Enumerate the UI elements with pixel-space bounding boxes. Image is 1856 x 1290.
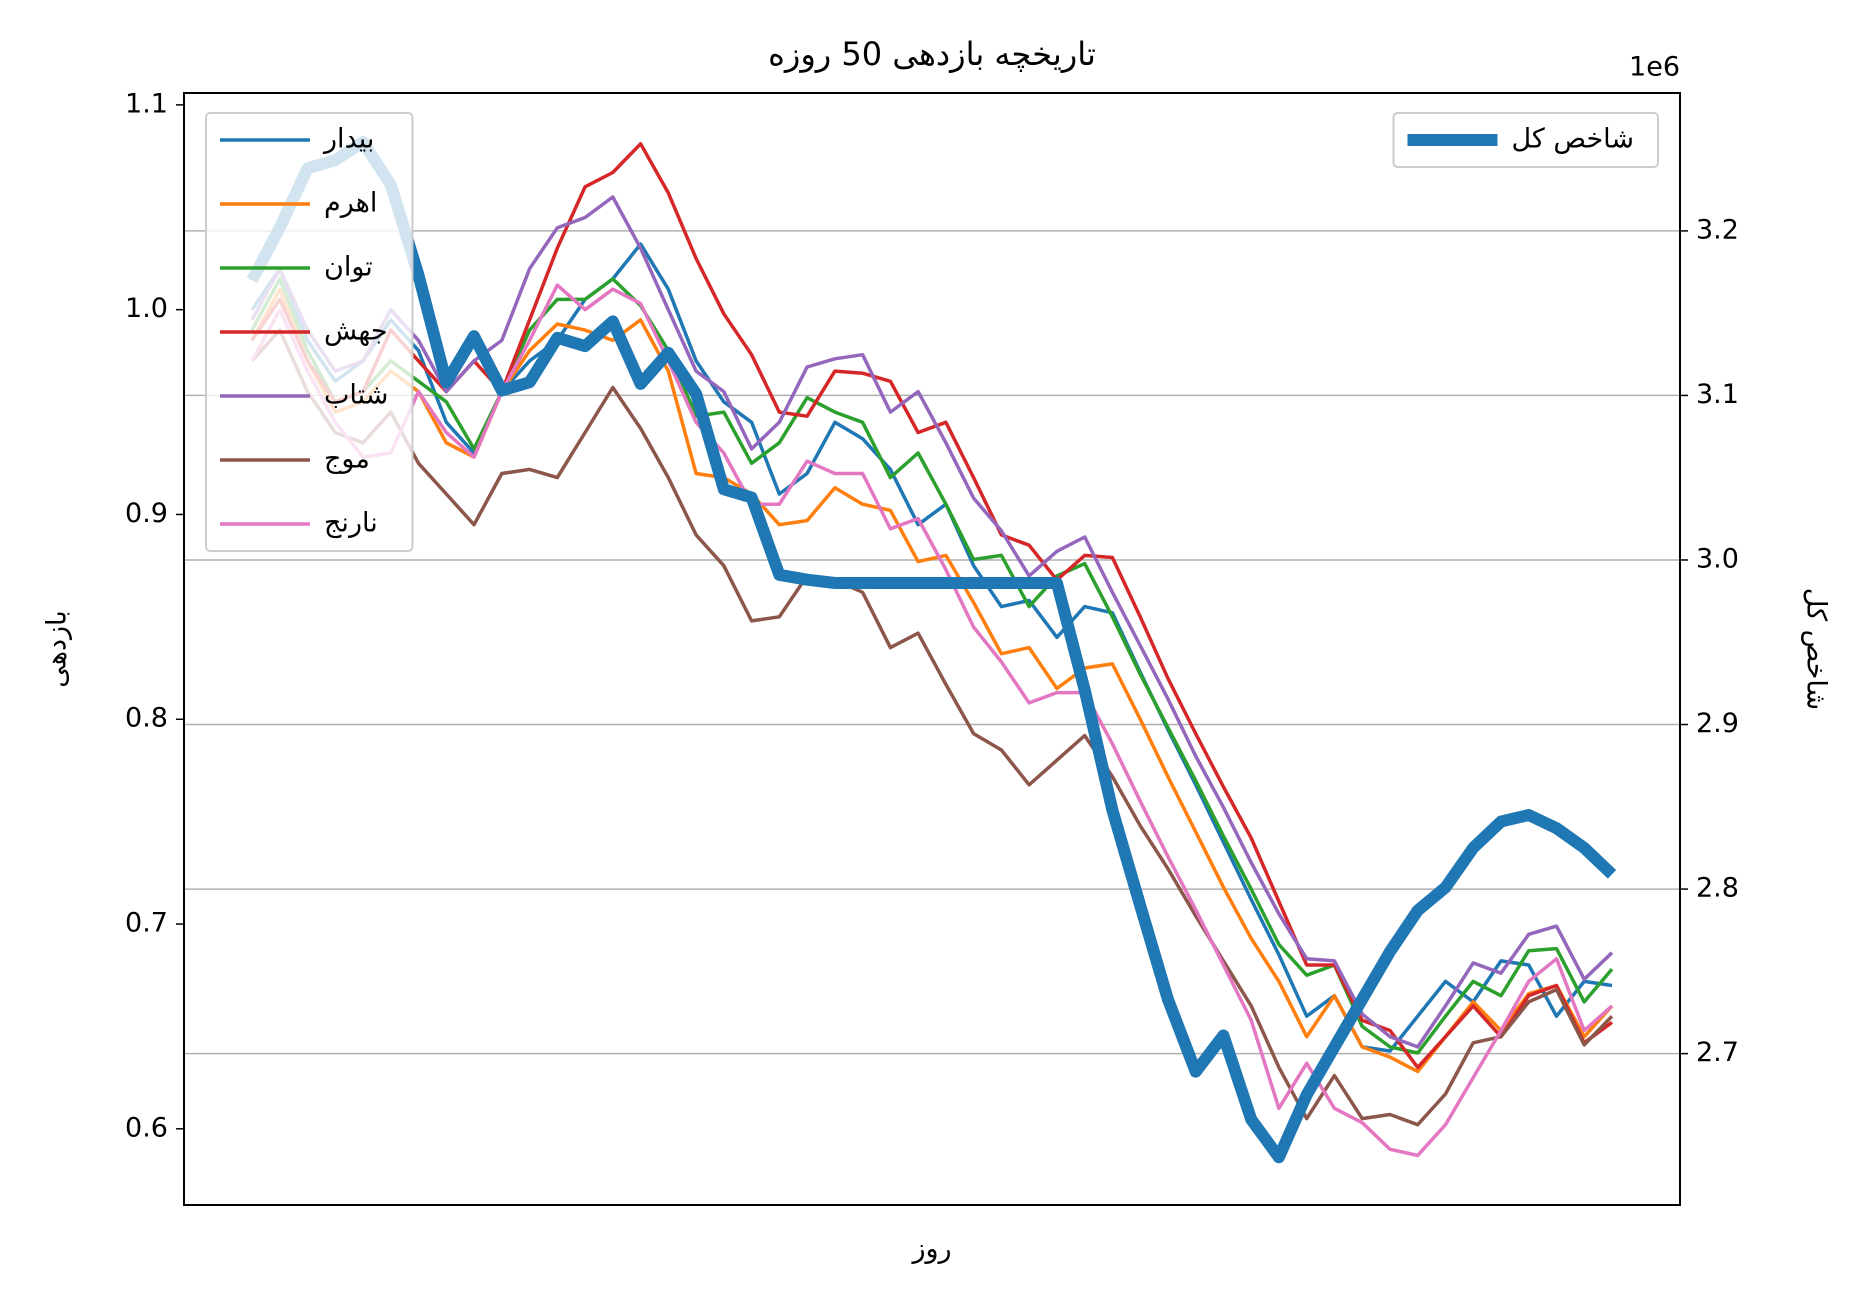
legend-label: موج [324,444,370,475]
legend-label: شتاب [324,380,388,411]
y-tick-label: 1.0 [125,293,168,324]
legend: شاخص کل [1392,112,1659,168]
x-axis-label: روز [910,1234,951,1265]
plot-frame [183,92,1681,1206]
y2-tick-label: 2.7 [1696,1037,1739,1068]
y2-tick-label: 2.9 [1696,708,1739,739]
y2-tick-label: 2.8 [1696,873,1739,904]
legend: بیدار اهرم توان جهش شتاب موج نارنج [205,112,414,552]
y-tick-label: 1.1 [125,88,168,119]
y2-offset-label: 1e6 [1629,52,1680,83]
y2-tick-label: 3.0 [1696,543,1739,574]
legend-label: نارنج [324,508,378,539]
legend-label: اهرم [324,188,377,219]
series-line [250,328,1614,1127]
legend-label: توان [324,252,373,283]
y-tick-label: 0.6 [125,1112,168,1143]
y2-tick-label: 3.2 [1696,214,1739,245]
y2-axis-label: شاخص کل [1801,588,1832,711]
index-line [246,136,1617,1164]
y-tick-label: 0.8 [125,703,168,734]
y-axis-label: بازدهی [42,610,73,688]
chart-title: تاریخچه بازدهی 50 روزه [768,35,1096,73]
legend-label: بیدار [322,124,374,155]
legend-label: شاخص کل [1511,124,1634,155]
series-line [250,142,1614,1070]
legend-box [1392,112,1659,168]
series-line [250,283,1614,1158]
y-tick-label: 0.7 [125,908,168,939]
y2-tick-label: 3.1 [1696,379,1739,410]
y-tick-label: 0.9 [125,498,168,529]
legend-label: جهش [324,316,388,347]
series-line [250,277,1614,1055]
